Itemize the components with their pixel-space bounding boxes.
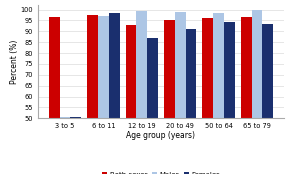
- Bar: [49, 17, 60, 174]
- Bar: [224, 22, 235, 174]
- Y-axis label: Percent (%): Percent (%): [10, 39, 19, 84]
- Bar: [202, 18, 213, 174]
- Bar: [213, 13, 224, 174]
- Legend: Both sexes, Males, Females: Both sexes, Males, Females: [99, 169, 223, 174]
- Bar: [241, 17, 251, 174]
- Bar: [126, 25, 136, 174]
- Bar: [175, 12, 186, 174]
- X-axis label: Age group (years): Age group (years): [126, 130, 195, 140]
- Bar: [186, 29, 196, 174]
- Bar: [136, 11, 147, 174]
- Bar: [262, 24, 273, 174]
- Bar: [98, 16, 109, 174]
- Bar: [70, 117, 81, 174]
- Bar: [251, 10, 262, 174]
- Bar: [109, 13, 119, 174]
- Bar: [60, 117, 70, 174]
- Bar: [87, 15, 98, 174]
- Bar: [147, 38, 158, 174]
- Bar: [164, 21, 175, 174]
